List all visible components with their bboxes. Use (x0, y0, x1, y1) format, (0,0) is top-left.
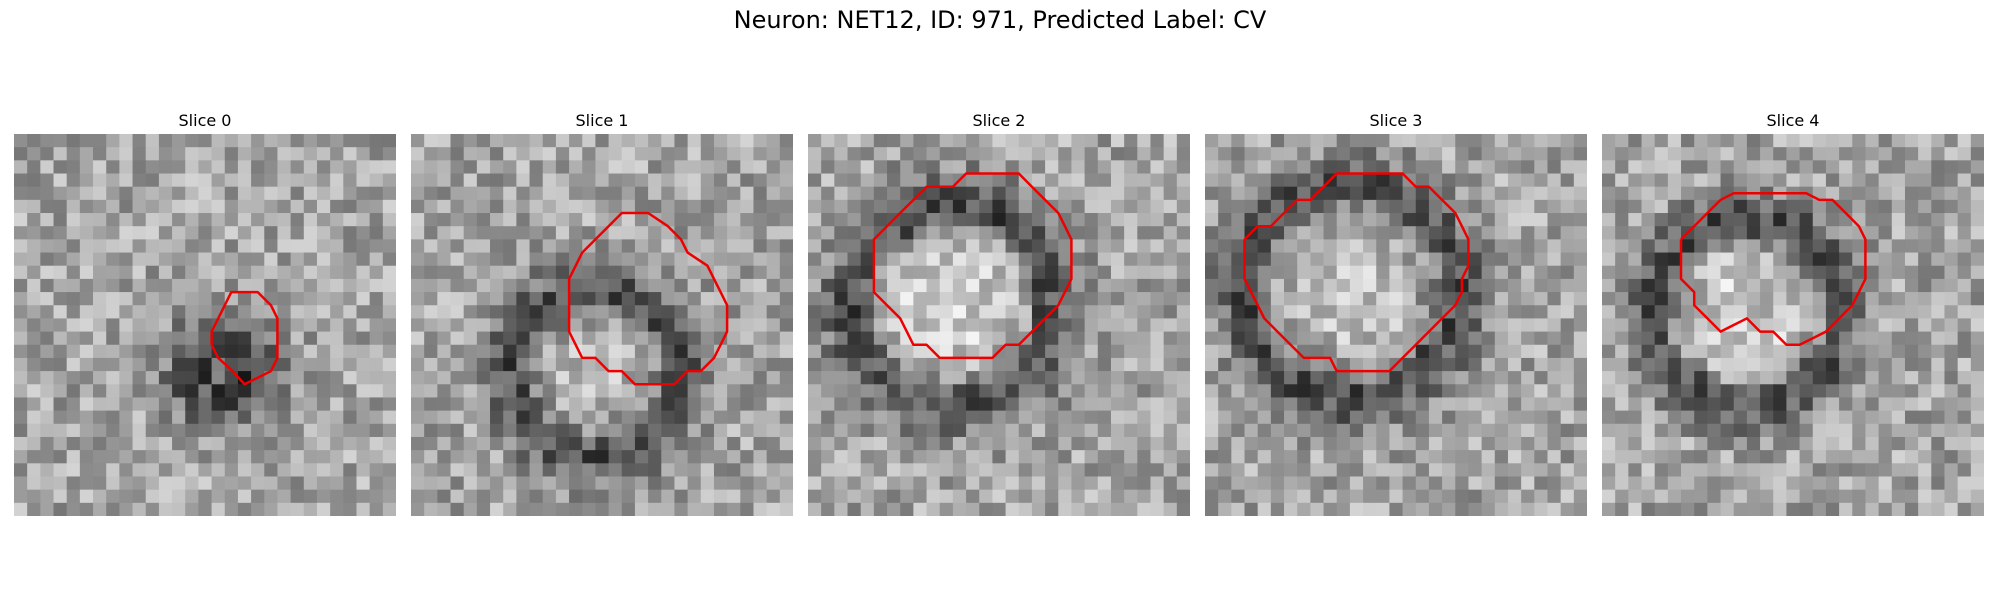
slice-image-3 (1205, 134, 1587, 516)
neuron-contour-0 (210, 290, 279, 386)
neuron-contour-4 (1679, 192, 1867, 347)
grayscale-pixels-0 (14, 134, 396, 516)
slice-title-0: Slice 0 (178, 111, 232, 130)
slice-panel-0: Slice 0 (14, 108, 396, 516)
figure-title: Neuron: NET12, ID: 971, Predicted Label:… (733, 6, 1267, 34)
neuron-contour-3 (1243, 172, 1470, 373)
slice-title-2: Slice 2 (972, 111, 1026, 130)
grayscale-pixels-3 (1205, 134, 1587, 516)
slice-image-1 (411, 134, 793, 516)
neuron-contour-2 (872, 172, 1073, 360)
slice-title-1: Slice 1 (575, 111, 629, 130)
slice-panel-4: Slice 4 (1602, 108, 1984, 516)
slice-panel-1: Slice 1 (411, 108, 793, 516)
slice-image-4 (1602, 134, 1984, 516)
slice-panel-3: Slice 3 (1205, 108, 1587, 516)
neuron-contour-1 (567, 211, 729, 386)
slice-image-0 (14, 134, 396, 516)
grayscale-pixels-4 (1602, 134, 1984, 516)
slice-panel-2: Slice 2 (808, 108, 1190, 516)
grayscale-pixels-1 (411, 134, 793, 516)
slice-title-3: Slice 3 (1369, 111, 1423, 130)
slice-image-2 (808, 134, 1190, 516)
slice-title-4: Slice 4 (1766, 111, 1820, 130)
grayscale-pixels-2 (808, 134, 1190, 516)
